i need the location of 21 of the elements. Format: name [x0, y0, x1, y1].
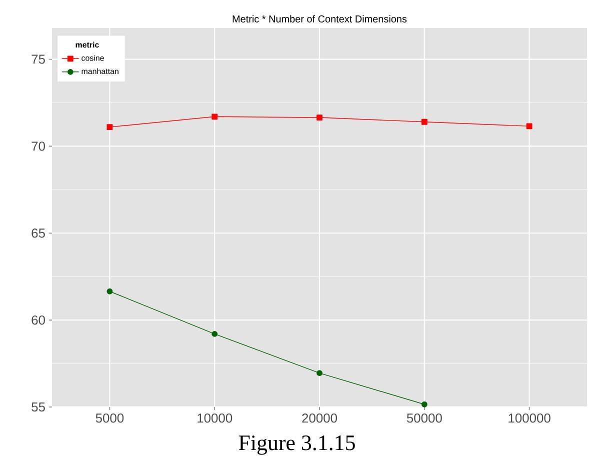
point [316, 370, 322, 376]
point [212, 331, 218, 337]
y-tick-label: 60 [32, 315, 45, 325]
point [421, 401, 428, 408]
point [212, 114, 218, 120]
point [526, 123, 532, 130]
x-tick-label: 50000 [406, 414, 442, 423]
point [421, 118, 428, 125]
y-tick-label: 70 [32, 142, 45, 151]
point [106, 124, 113, 130]
x-tick-label: 20000 [302, 414, 338, 423]
point [316, 114, 322, 120]
caption: Figure 3.1.15 [238, 436, 355, 455]
x-tick-label: 10000 [198, 414, 232, 423]
y-tick-label: 75 [32, 54, 45, 64]
x-tick-label: 5000 [96, 414, 124, 423]
x-tick-label: 100000 [508, 414, 550, 423]
point [106, 288, 113, 294]
y-tick-label: 55 [32, 402, 45, 412]
chart-title: Metric * Number of Context Dimensions [232, 15, 407, 22]
y-tick-label: 65 [32, 228, 45, 238]
